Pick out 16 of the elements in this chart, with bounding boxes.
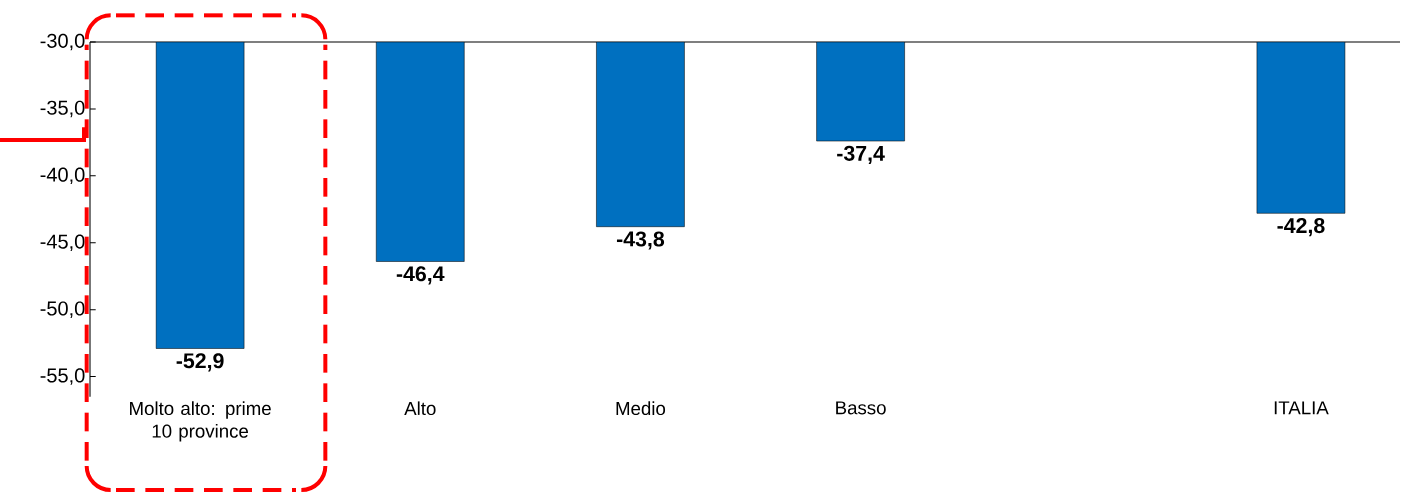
x-tick-label: Medio <box>616 401 666 416</box>
x-tick-label: Basso <box>836 401 886 415</box>
data-label: -46,4 <box>396 266 445 285</box>
y-tick-label: -55,0 <box>40 368 85 385</box>
data-label: -52,9 <box>176 353 224 372</box>
y-tick-label: -40,0 <box>40 167 85 185</box>
x-tick-label: ITALIA <box>1274 401 1329 415</box>
y-tick-label: -50,0 <box>40 301 85 318</box>
x-tick-label: Alto <box>404 401 436 416</box>
y-tick-label: -30,0 <box>40 33 85 51</box>
data-label: -42,8 <box>1277 218 1325 237</box>
y-tick-label: -45,0 <box>40 234 85 252</box>
data-label: -37,4 <box>837 145 885 164</box>
data-label: -43,8 <box>616 231 665 250</box>
x-tick-label: Molto alto: prime 10 province <box>130 401 271 442</box>
y-tick-label: -35,0 <box>40 100 85 118</box>
